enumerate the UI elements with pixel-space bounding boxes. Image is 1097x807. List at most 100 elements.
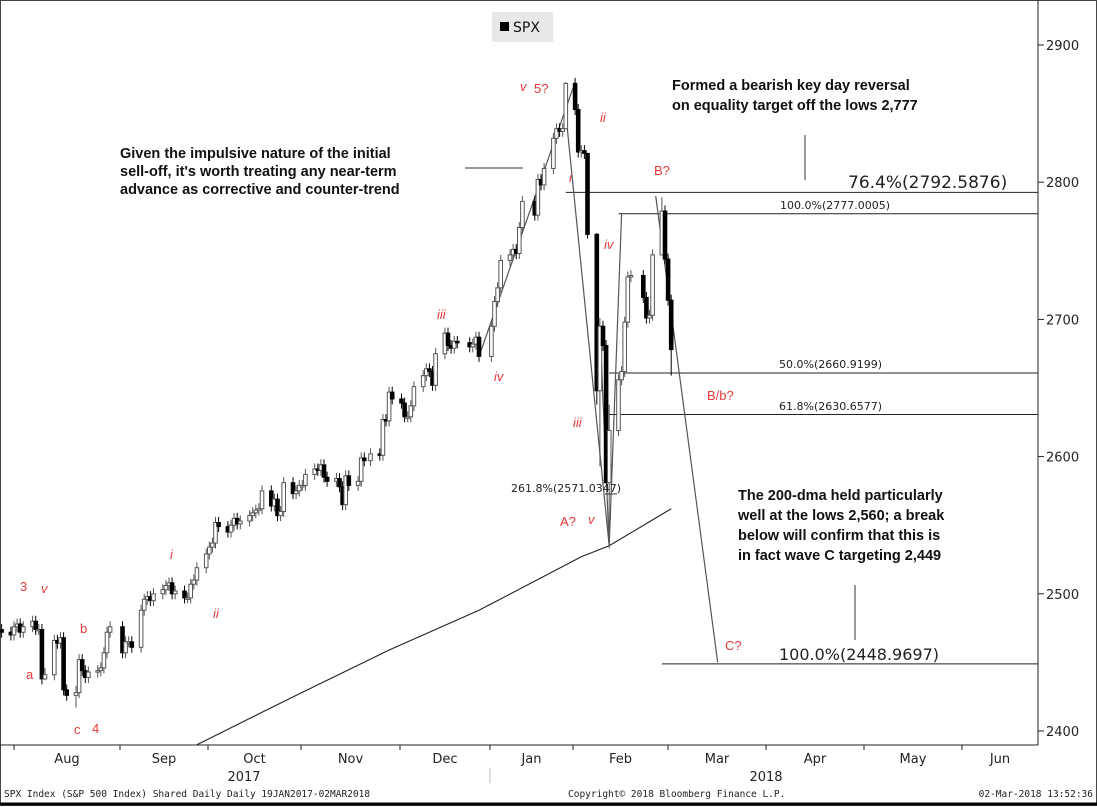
candle-body — [650, 254, 655, 316]
candle-body — [123, 641, 128, 654]
wave-label: v — [520, 79, 528, 94]
candle-body — [21, 626, 26, 633]
candle-body — [362, 457, 367, 462]
candle-body — [520, 200, 525, 228]
x-tick-label: Oct — [243, 752, 265, 767]
wave-label: b — [80, 621, 87, 636]
footer-timestamp: 02-Mar-2018 13:52:36 — [979, 789, 1094, 800]
candle-body — [39, 628, 45, 680]
annotation-right-line1: The 200-dma held particularly — [738, 488, 943, 504]
candle-body — [213, 521, 218, 544]
wave-label: i — [170, 547, 174, 562]
wave-label: i — [569, 170, 573, 185]
candle-body — [52, 639, 57, 676]
candle-body — [269, 490, 274, 507]
candle-body — [95, 670, 101, 673]
annotation-top-line2: on equality target off the lows 2,777 — [672, 98, 918, 114]
candle-body — [247, 515, 252, 522]
candle-body — [641, 274, 646, 298]
candle-body — [600, 325, 606, 346]
candle-body — [151, 593, 156, 602]
wave-label: v — [41, 581, 49, 596]
fib-label-100-a: 100.0%(2777.0005) — [780, 199, 890, 212]
candle-body — [622, 321, 628, 373]
candle-body — [470, 343, 476, 348]
candle-body — [191, 579, 197, 585]
candle-body — [554, 128, 559, 139]
candle-body — [312, 468, 317, 475]
candle-body — [343, 475, 348, 506]
candle-body — [594, 233, 600, 392]
candle-body — [427, 368, 432, 373]
fib-label-50: 50.0%(2660.9199) — [779, 358, 882, 371]
x-tick-label: Nov — [338, 752, 364, 767]
fib-lines — [565, 191, 1038, 665]
candle-body — [0, 628, 4, 633]
candle-body — [541, 167, 547, 186]
candle-body — [216, 521, 221, 528]
y-tick-label: 2700 — [1046, 313, 1079, 328]
candle-body — [386, 391, 392, 422]
candle-body — [402, 402, 407, 418]
candle-body — [560, 128, 566, 132]
candle-body — [296, 484, 302, 492]
candle-body — [210, 542, 215, 548]
candle-body — [275, 498, 280, 517]
wave-label: v — [588, 512, 596, 527]
candle-body — [358, 457, 364, 482]
candle-body — [451, 340, 457, 349]
candle-body — [11, 626, 17, 636]
candle-body — [424, 368, 429, 377]
candle-body — [86, 671, 91, 678]
candle-body — [408, 405, 414, 418]
candle-body — [476, 336, 482, 357]
candle-body — [141, 598, 147, 611]
trendline — [565, 113, 610, 546]
candle-body — [281, 482, 286, 512]
x-tick-label: Apr — [804, 752, 827, 767]
y-tick-label: 2600 — [1046, 451, 1079, 466]
candle-body — [616, 379, 621, 432]
annotation-left-line2: sell-off, it's worth treating any near-t… — [120, 164, 397, 180]
candle-body — [492, 301, 497, 327]
candle-body — [582, 150, 587, 154]
candle-body — [250, 512, 255, 517]
candle-body — [489, 325, 494, 357]
candle-body — [182, 590, 187, 599]
candle-body — [535, 178, 541, 216]
y-tick-label: 2400 — [1046, 725, 1079, 740]
x-tick-label: Jun — [989, 752, 1010, 767]
candle-body — [238, 520, 243, 525]
candle-body — [495, 287, 500, 303]
wave-label: A? — [560, 514, 576, 529]
candle-body — [207, 546, 212, 555]
wave-label: iii — [573, 415, 583, 430]
candle-body — [256, 508, 262, 511]
candle-body — [101, 652, 107, 669]
candle-body — [433, 353, 438, 386]
candle-body — [625, 276, 631, 323]
trendline — [608, 213, 623, 546]
fib-label-76-4: 76.4%(2792.5876) — [848, 173, 1007, 193]
candle-body — [644, 296, 649, 319]
wave-label: c — [74, 722, 81, 737]
x-tick-label: Feb — [609, 752, 632, 767]
wave-label: ii — [600, 110, 607, 125]
wave-label: iii — [437, 307, 447, 322]
candle-body — [337, 478, 342, 488]
candle-body — [79, 659, 85, 672]
candle-body — [120, 626, 125, 654]
wave-label: 3 — [20, 579, 27, 594]
candle-body — [551, 137, 556, 169]
annotation-left-line1: Given the impulsive nature of the initia… — [120, 146, 391, 162]
candle-body — [300, 484, 305, 488]
candle-body — [399, 398, 404, 404]
candle-body — [138, 609, 144, 648]
candle-body — [455, 340, 460, 344]
candle-body — [129, 641, 135, 648]
candle-body — [293, 490, 299, 495]
candle-body — [572, 82, 578, 110]
candle-body — [420, 375, 426, 388]
candle-body — [346, 475, 352, 486]
candle-body — [619, 371, 624, 381]
